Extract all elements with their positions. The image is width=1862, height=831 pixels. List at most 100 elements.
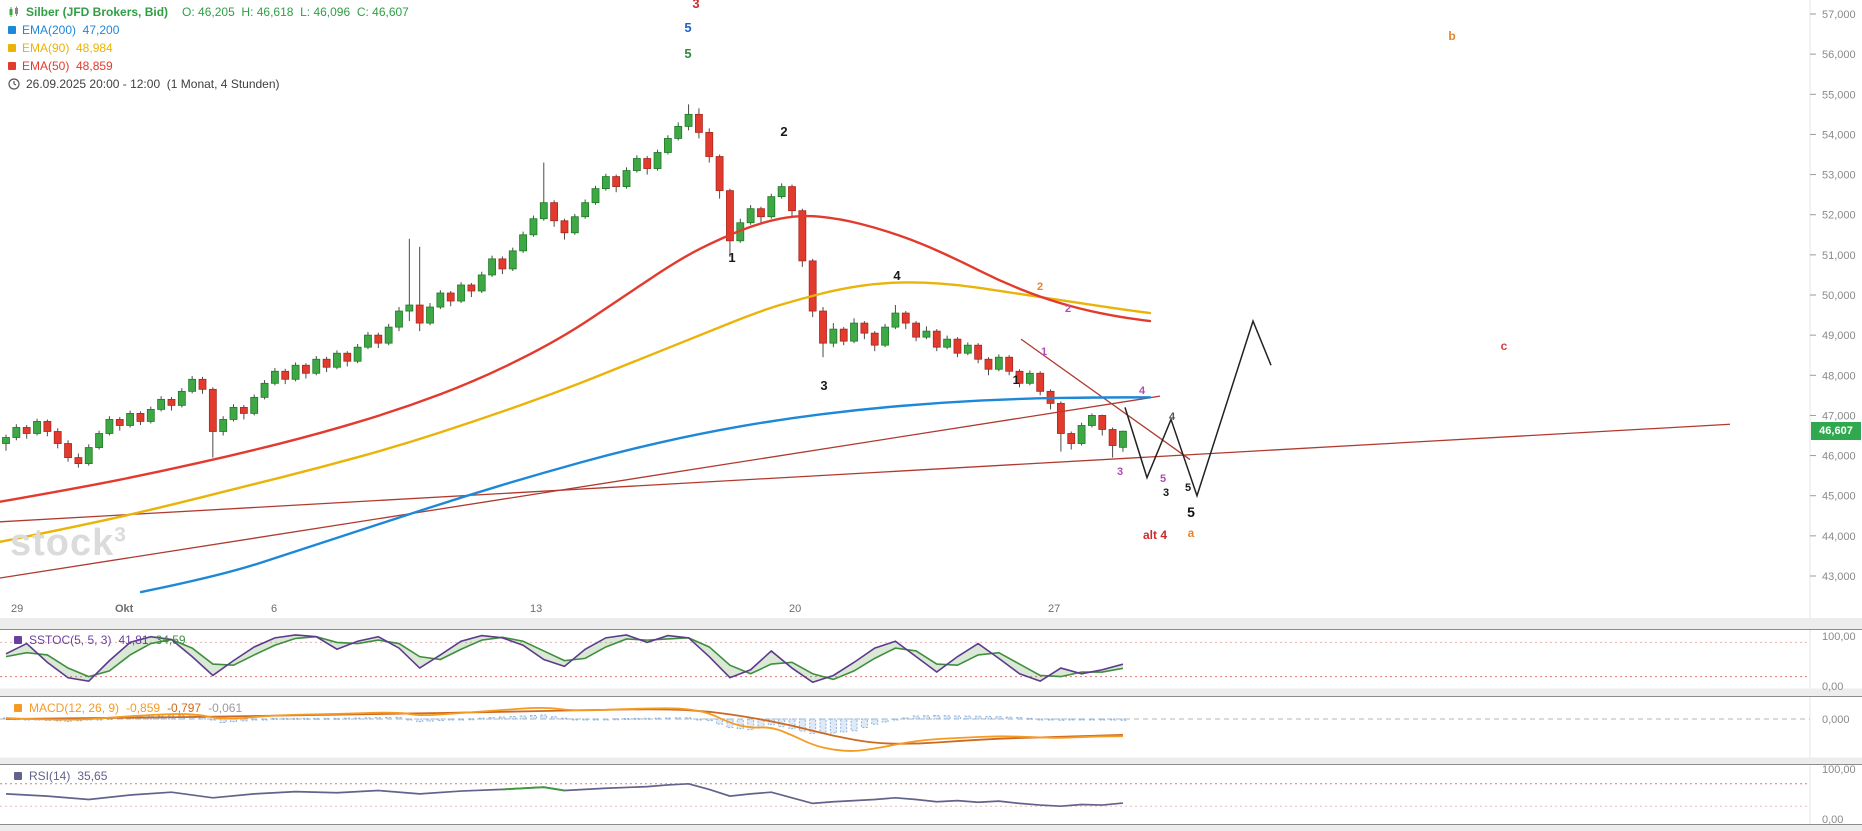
macd-histogram-bar (581, 718, 589, 721)
price-axis-label: 47,000 (1822, 410, 1856, 422)
macd-histogram-bar (488, 717, 496, 720)
sstoc-k-line[interactable] (5, 634, 1124, 684)
wave-label[interactable]: 5 (1160, 473, 1166, 485)
macd-panel[interactable]: 0,000 (0, 706, 1850, 752)
projection-path[interactable] (1124, 318, 1272, 499)
ema90-line[interactable] (0, 281, 1152, 544)
candles-layer[interactable] (2, 104, 1127, 468)
wave-label[interactable]: 2 (780, 124, 787, 139)
time-axis-label: 13 (530, 603, 542, 615)
sstoc-panel[interactable]: 100,00 0,00 (0, 631, 1856, 693)
macd-histogram-bar (591, 718, 599, 721)
ema-legend-text: EMA(90) 48,984 (22, 41, 113, 55)
ema200-line[interactable] (139, 396, 1152, 594)
rsi-panel[interactable]: 100,00 0,00 (0, 764, 1856, 826)
wave-label[interactable]: 4 (1169, 411, 1176, 423)
macd-histogram-bar (695, 718, 703, 721)
ema-legend-text: EMA(50) 48,859 (22, 59, 113, 73)
ohlc-values: O: 46,205 H: 46,618 L: 46,096 C: 46,607 (182, 5, 409, 19)
macd-histogram-bar (747, 718, 755, 731)
macd-histogram-bar (623, 718, 631, 720)
rsi-line[interactable] (5, 782, 1124, 808)
panel-separator (0, 688, 1862, 696)
price-axis-label: 55,000 (1822, 89, 1856, 101)
macd-histogram-bar (364, 717, 372, 720)
macd-histogram-bar (571, 718, 579, 721)
wave-label[interactable]: 5 (1187, 504, 1195, 520)
sstoc-label: SSTOC(5, 5, 3) (29, 633, 112, 647)
ema-legend-row[interactable]: EMA(200) 47,200 (8, 21, 409, 39)
ema-legend-row[interactable]: EMA(50) 48,859 (8, 57, 409, 75)
panel-separator (0, 618, 1862, 629)
ema-color-swatch (8, 62, 16, 70)
wave-label[interactable]: c (1501, 339, 1508, 353)
macd-axis-label: 0,000 (1822, 714, 1850, 726)
wave-label[interactable]: 2 (1065, 303, 1071, 315)
macd-histogram-bar (933, 715, 941, 720)
macd-histogram-bar (974, 715, 982, 720)
wave-label[interactable]: 3 (1163, 487, 1169, 499)
macd-histogram-bar (230, 718, 238, 723)
macd-histogram-bar (964, 715, 972, 720)
macd-histogram-bar (1119, 718, 1127, 721)
wave-label[interactable]: 3 (1117, 466, 1123, 478)
time-axis-label: 27 (1048, 603, 1060, 615)
macd-histogram-bar (1016, 717, 1024, 720)
trendline-1[interactable] (0, 423, 1731, 523)
trendline-3[interactable] (1020, 338, 1191, 461)
sstoc-fill (6, 634, 1123, 683)
wave-label[interactable]: 3 (820, 378, 827, 393)
rsi-axis-label: 0,00 (1822, 814, 1843, 826)
price-axis-label: 53,000 (1822, 170, 1856, 182)
macd-histogram-bar (292, 717, 300, 720)
ema50-line[interactable] (0, 214, 1152, 503)
sstoc-d-line[interactable] (5, 635, 1124, 681)
wave-label[interactable]: 4 (1139, 385, 1146, 397)
time-axis[interactable]: 29 Okt 6 13 20 27 (11, 603, 1060, 615)
trendline-2[interactable] (0, 395, 1161, 579)
macd-histogram-bar (705, 718, 713, 722)
wave-label[interactable]: 5 (684, 46, 691, 61)
macd-legend[interactable]: MACD(12, 26, 9) -0,859 -0,797 -0,061 (14, 701, 242, 715)
price-axis-label: 56,000 (1822, 49, 1856, 61)
clock-icon (8, 78, 20, 90)
wave-label[interactable]: 5 (684, 20, 691, 35)
wave-label[interactable]: 4 (893, 268, 901, 283)
wave-label[interactable]: a (1188, 526, 1195, 540)
macd-histogram-bar (498, 716, 506, 720)
macd-color-swatch (14, 704, 22, 712)
macd-histogram-bar (1109, 718, 1117, 721)
wave-label[interactable]: alt 4 (1143, 528, 1167, 542)
macd-histogram-bar (333, 717, 341, 720)
wave-label[interactable]: 3 (692, 0, 699, 11)
macd-histogram-bar (922, 715, 930, 720)
wave-label[interactable]: b (1448, 29, 1455, 43)
macd-histogram-bar (1088, 718, 1096, 721)
macd-histogram-bar (1057, 718, 1065, 721)
stock3-watermark: stock3 (10, 522, 127, 564)
wave-label[interactable]: 5 (1185, 482, 1191, 494)
macd-histogram-bar (436, 718, 444, 721)
macd-histogram-bar (943, 715, 951, 720)
macd-histogram-bar (840, 718, 848, 733)
symbol-legend-row[interactable]: Silber (JFD Brokers, Bid) O: 46,205 H: 4… (8, 3, 409, 21)
price-axis-label: 51,000 (1822, 250, 1856, 262)
rsi-legend[interactable]: RSI(14) 35,65 (14, 769, 107, 783)
macd-histogram-bar (302, 717, 310, 720)
macd-histogram-bar (209, 718, 217, 721)
macd-histogram-bar (478, 717, 486, 720)
wave-label[interactable]: 2 (1037, 281, 1043, 293)
wave-label[interactable]: 1 (728, 250, 735, 265)
wave-label[interactable]: 1 (1041, 346, 1047, 358)
price-axis[interactable]: 57,000 56,000 55,000 54,000 53,000 52,000 51,0… (1810, 9, 1856, 583)
macd-label: MACD(12, 26, 9) (29, 701, 120, 715)
wave-label[interactable]: 1 (1013, 373, 1020, 387)
ema-legend-rows: EMA(200) 47,200 EMA(90) 48,984 EMA(50) 48,… (8, 21, 409, 75)
ema-legend-row[interactable]: EMA(90) 48,984 (8, 39, 409, 57)
macd-histogram-bar (1098, 718, 1106, 721)
macd-line[interactable] (5, 706, 1123, 752)
macd-histogram-bar (509, 716, 517, 720)
sstoc-legend[interactable]: SSTOC(5, 5, 3) 41,81 34,59 (14, 633, 186, 647)
